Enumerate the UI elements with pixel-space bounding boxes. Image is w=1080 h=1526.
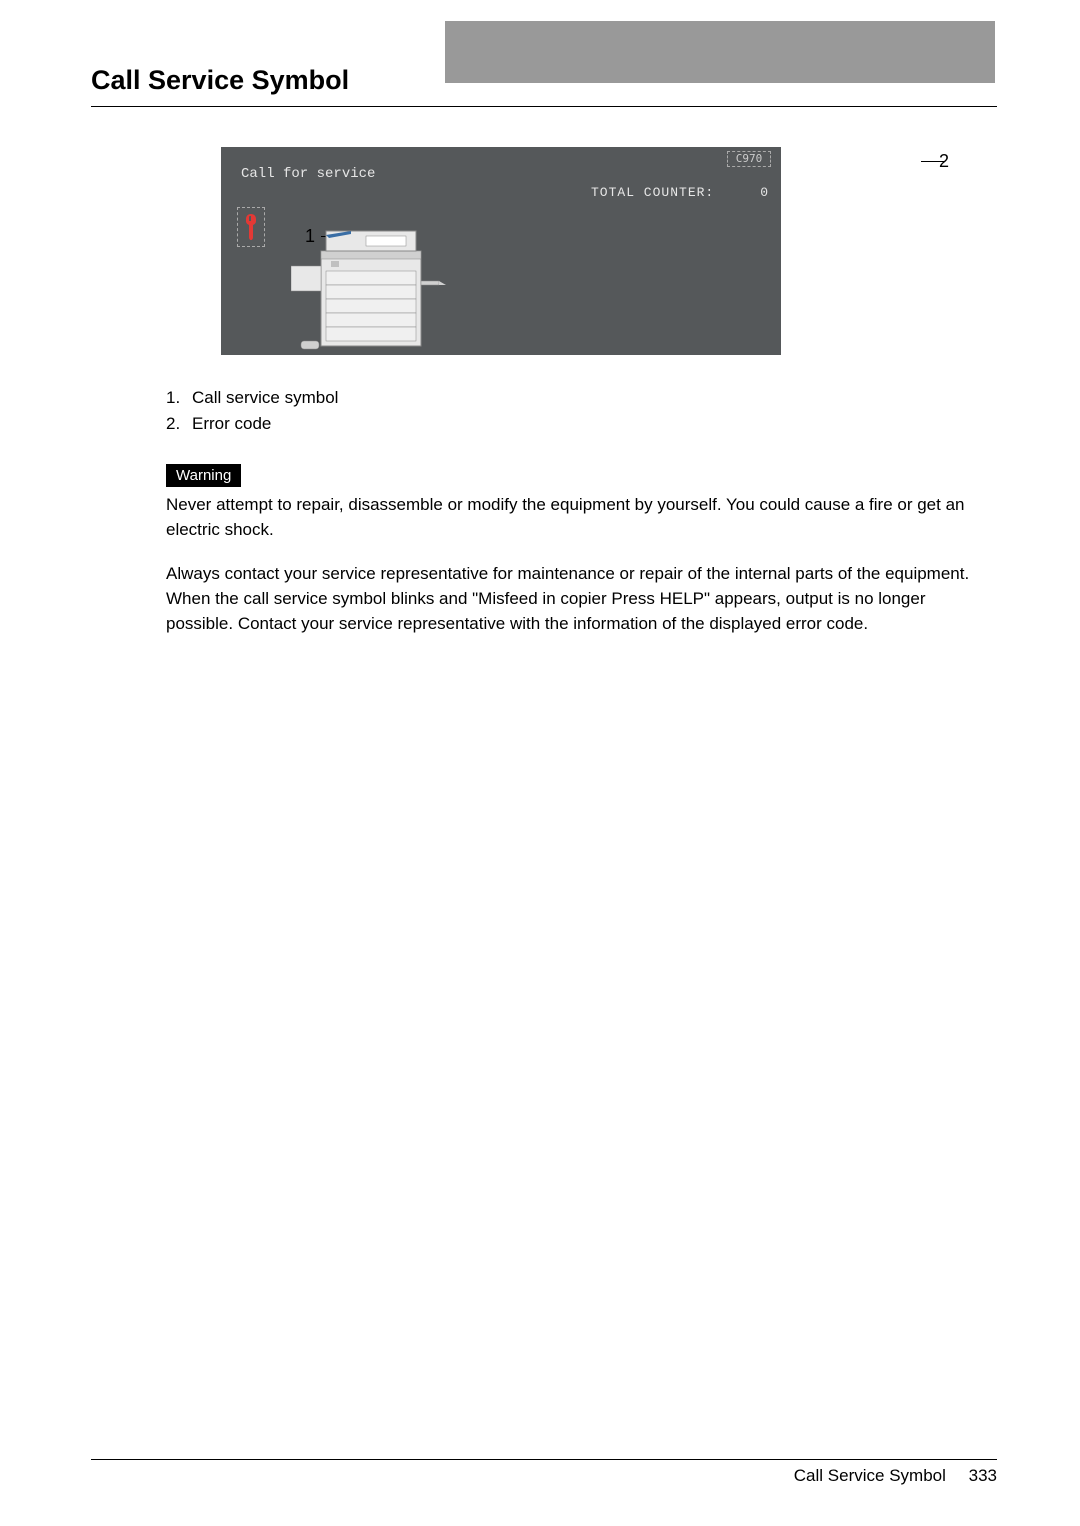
warning-text: Never attempt to repair, disassemble or … — [166, 493, 997, 542]
copier-illustration — [291, 211, 471, 351]
list-text-2: Error code — [192, 414, 271, 433]
list-text-1: Call service symbol — [192, 388, 338, 407]
footer-page: 333 — [969, 1466, 997, 1485]
counter-value: 0 — [760, 185, 768, 200]
callout-list: 1.Call service symbol 2.Error code — [166, 385, 997, 436]
footer-rule — [91, 1459, 997, 1460]
wrench-icon — [243, 212, 259, 242]
list-item-1: 1.Call service symbol — [166, 385, 997, 411]
list-num-1: 1. — [166, 385, 192, 411]
call-service-symbol-box — [237, 207, 265, 247]
counter-label: TOTAL COUNTER: — [591, 185, 714, 200]
footer-text: Call Service Symbol 333 — [91, 1466, 997, 1486]
footer-title: Call Service Symbol — [794, 1466, 946, 1485]
body-p1: Always contact your service representati… — [166, 562, 997, 587]
call-service-text: Call for service — [241, 166, 375, 182]
callout-line-2 — [921, 161, 945, 162]
title-rule — [91, 106, 997, 107]
page-footer: Call Service Symbol 333 — [91, 1459, 997, 1486]
printer-display: Call for service TOTAL COUNTER: 0 C970 1… — [221, 147, 781, 355]
list-item-2: 2.Error code — [166, 411, 997, 437]
list-num-2: 2. — [166, 411, 192, 437]
main-content: Call Service Symbol Call for service TOT… — [91, 65, 997, 636]
body-p2: When the call service symbol blinks and … — [166, 587, 997, 636]
section-title: Call Service Symbol — [91, 65, 997, 96]
error-code-box: C970 — [727, 151, 771, 167]
warning-label: Warning — [166, 464, 241, 487]
